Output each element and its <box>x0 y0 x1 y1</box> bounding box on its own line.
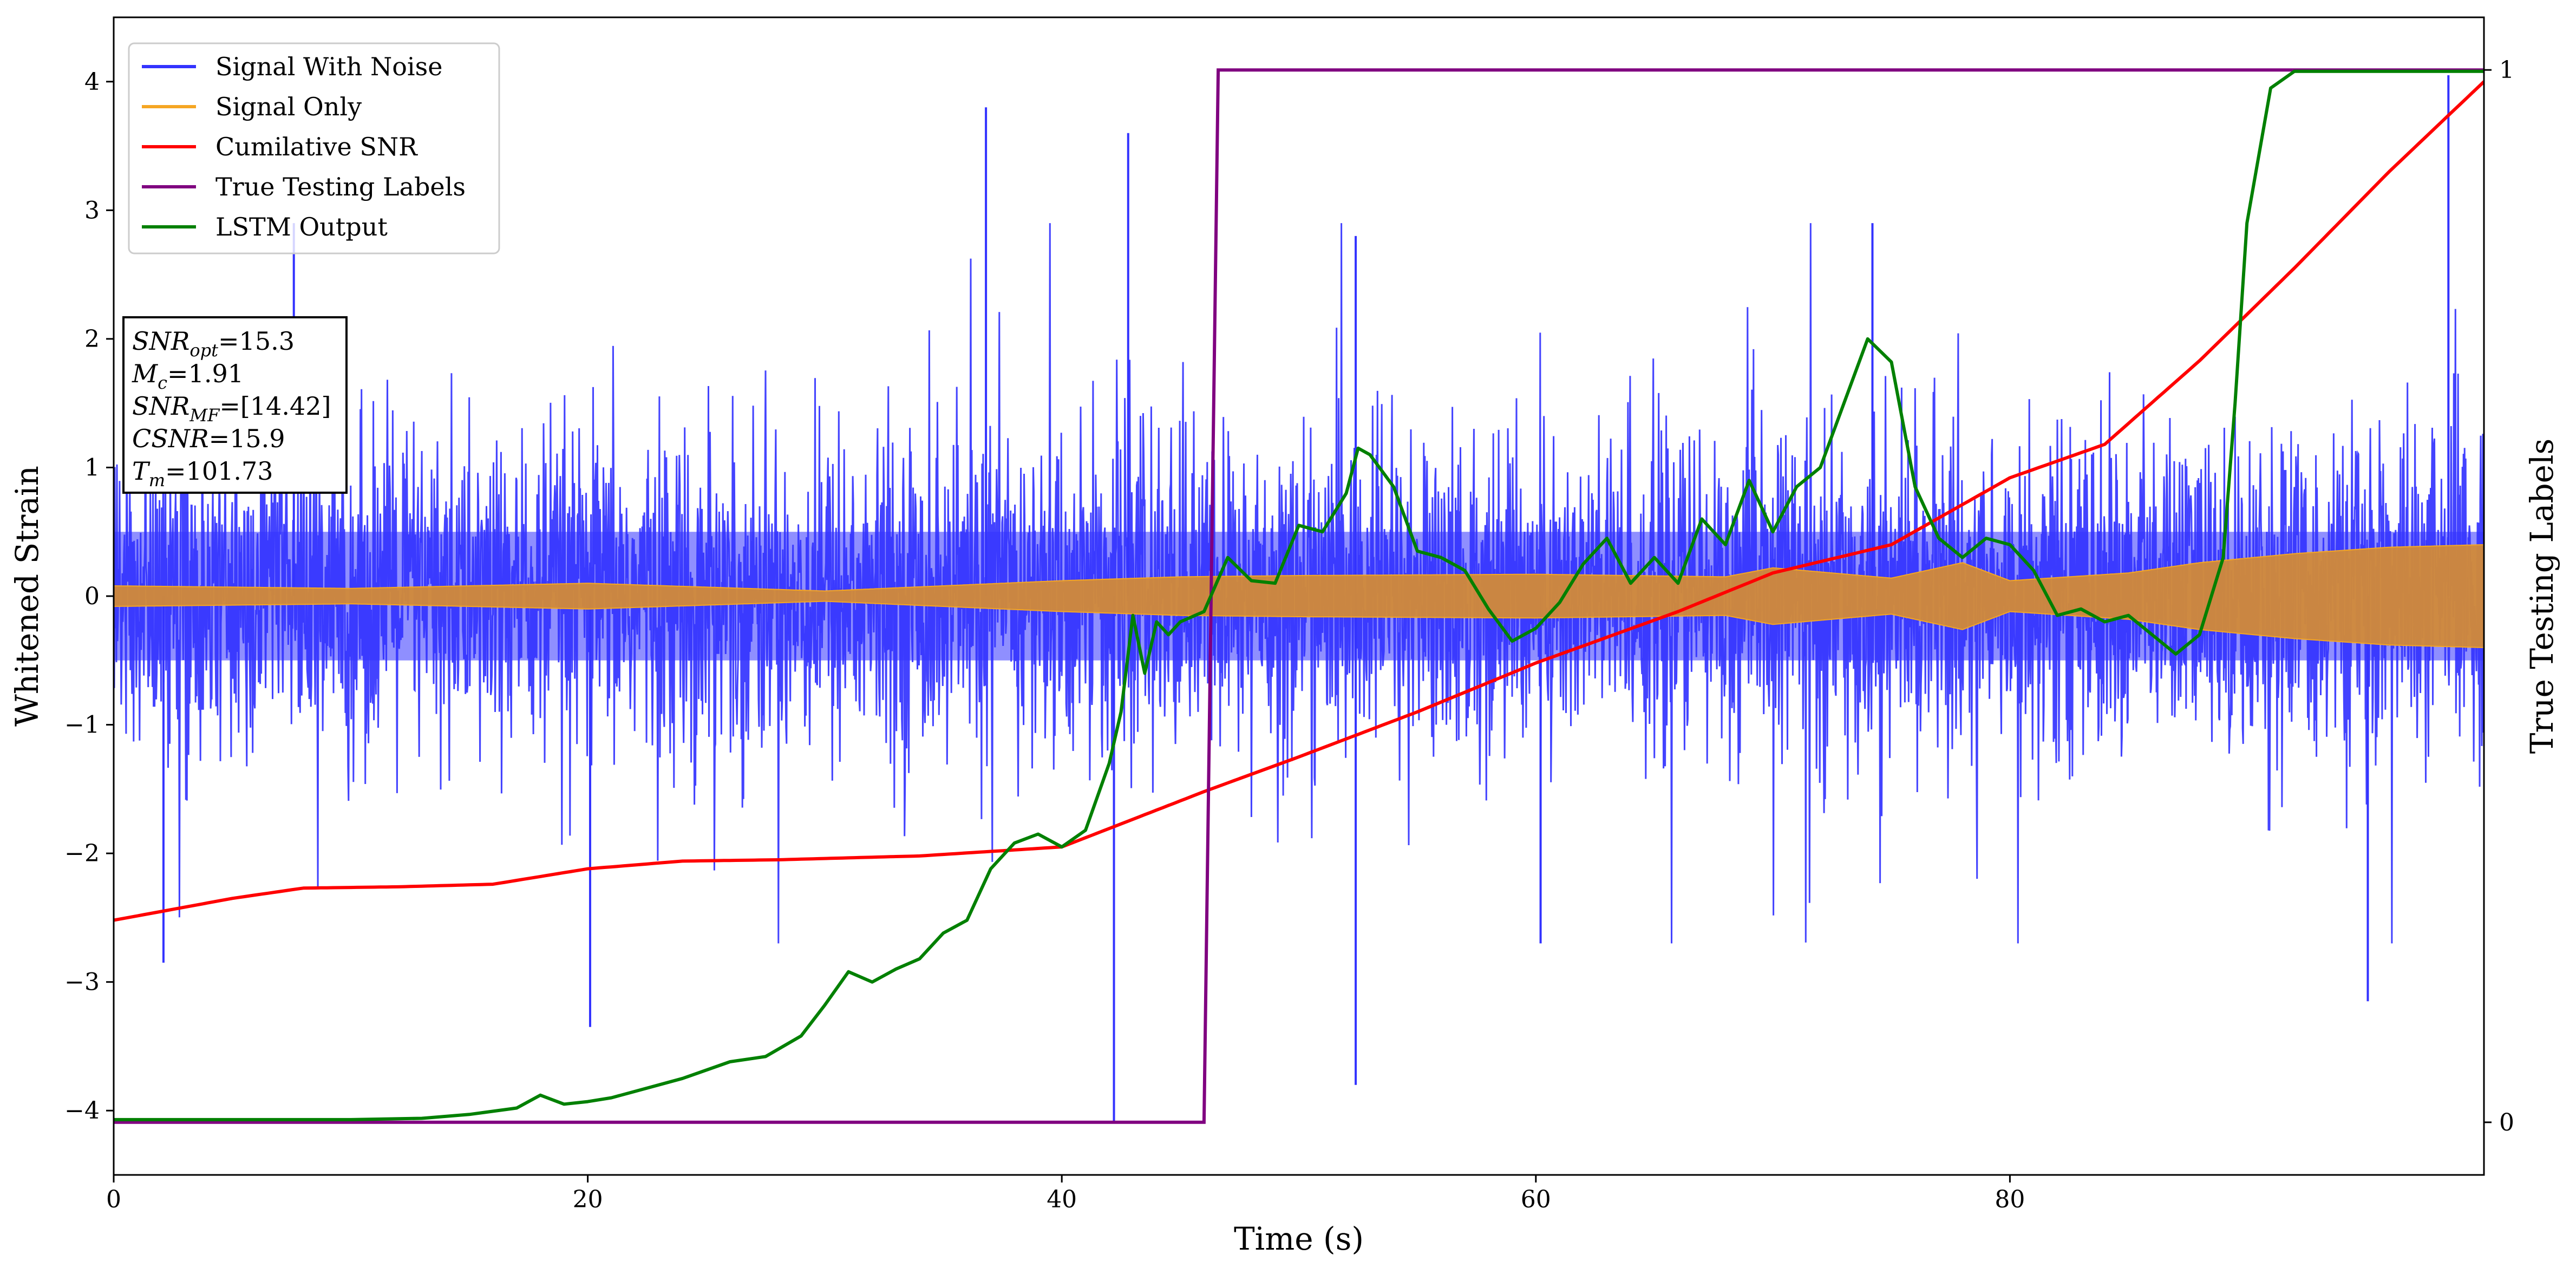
legend-label-1: Signal Only <box>215 92 362 121</box>
x-tick-label-40: 40 <box>1047 1186 1077 1213</box>
y-tick-label-3: 3 <box>84 197 100 224</box>
x-tick-label-0: 0 <box>106 1186 121 1213</box>
y-tick-label-0: 0 <box>84 583 100 610</box>
legend-label-0: Signal With Noise <box>215 52 442 81</box>
series-signal-only <box>114 544 2484 649</box>
y2-tick-label-0: 0 <box>2499 1109 2514 1136</box>
legend-label-3: True Testing Labels <box>215 172 466 201</box>
y-tick-label--1: −1 <box>64 711 100 739</box>
y-tick-label--4: −4 <box>64 1097 100 1125</box>
y2-tick-label-1: 1 <box>2499 56 2514 84</box>
y-tick-label--2: −2 <box>64 840 100 867</box>
x-tick-label-20: 20 <box>573 1186 603 1213</box>
y-tick-label-4: 4 <box>84 68 100 96</box>
y-tick-label-1: 1 <box>84 454 100 481</box>
y-tick-label--3: −3 <box>64 969 100 996</box>
x-tick-label-80: 80 <box>1995 1186 2025 1213</box>
legend: Signal With Noise Signal Only Cumilative S… <box>128 42 500 254</box>
annotation-snr-mf: SNRMF=[14.42] <box>132 391 331 426</box>
legend-entry-2: Cumilative SNR <box>142 132 418 161</box>
y2-axis-label: True Testing Labels <box>2523 439 2560 754</box>
legend-box <box>128 42 500 254</box>
legend-entry-3: True Testing Labels <box>142 172 466 201</box>
annotation-box: SNRopt=15.3 Mc=1.91 SNRMF=[14.42] CSNR=1… <box>122 316 348 494</box>
annotation-csnr: CSNR=15.9 <box>132 424 285 453</box>
legend-entry-0: Signal With Noise <box>142 52 442 81</box>
annotation-mc: Mc=1.91 <box>132 359 244 393</box>
plot-area <box>114 68 2484 1124</box>
legend-label-4: LSTM Output <box>215 212 388 241</box>
x-axis-label: Time (s) <box>1234 1220 1364 1257</box>
series-cumilative-snr <box>114 80 2484 922</box>
legend-entry-1: Signal Only <box>142 92 362 121</box>
y-axis-label: Whitened Strain <box>9 466 45 727</box>
x-tick-label-60: 60 <box>1521 1186 1551 1213</box>
legend-items: Signal With Noise Signal Only Cumilative S… <box>142 52 466 241</box>
series-lstm-output <box>114 69 2484 1121</box>
legend-label-2: Cumilative SNR <box>215 132 418 161</box>
annotation-frame <box>122 316 348 494</box>
legend-entry-4: LSTM Output <box>142 212 388 241</box>
annotation-snr-opt: SNRopt=15.3 <box>132 326 295 361</box>
y-tick-label-2: 2 <box>84 325 100 353</box>
annotation-tm: Tm=101.73 <box>132 456 273 491</box>
